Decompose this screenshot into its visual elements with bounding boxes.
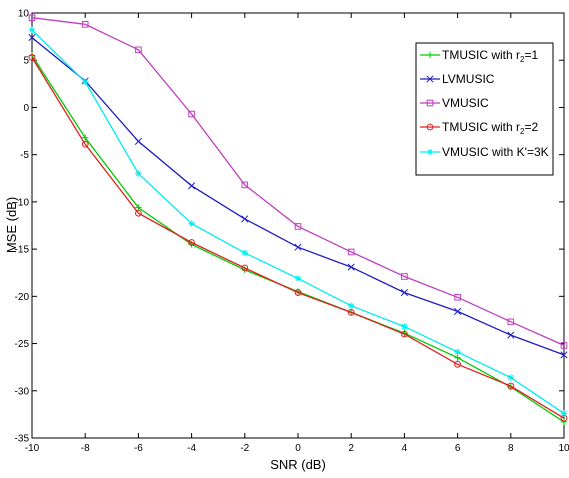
y-tick-label: -20: [15, 292, 30, 303]
data-point: [454, 348, 461, 356]
data-point: [81, 21, 89, 28]
x-axis-label: SNR (dB): [270, 457, 326, 472]
data-point: [454, 354, 461, 361]
data-point: [81, 140, 89, 148]
data-point: [135, 204, 142, 211]
series-line: [31, 57, 565, 419]
data-point: [135, 46, 142, 54]
x-tick-label: -4: [187, 443, 196, 454]
x-tick-label: 0: [295, 443, 301, 454]
data-point: [241, 249, 248, 257]
x-axis: -10 -8 -6 -4 -2 0 2 4 6 8 10: [25, 13, 569, 454]
legend-item: TMUSIC with r2=2: [420, 120, 538, 136]
legend-marker: [426, 148, 434, 156]
x-tick-label: -2: [240, 443, 249, 454]
series-2: [28, 14, 568, 349]
data-point: [401, 323, 408, 330]
data-point: [28, 14, 36, 22]
data-point: [241, 181, 249, 189]
x-tick-label: 8: [508, 443, 514, 454]
data-point: [294, 275, 302, 282]
y-axis-label: MSE (dB): [4, 197, 19, 253]
series-1: [28, 34, 568, 359]
data-point: [507, 374, 514, 381]
data-point: [82, 134, 89, 141]
legend-label: VMUSIC with K'=3K: [442, 145, 549, 159]
data-point: [135, 209, 142, 217]
legend-box: [415, 42, 554, 176]
data-point: [348, 302, 355, 309]
series-line: [31, 17, 565, 346]
series-3: [28, 53, 568, 422]
y-axis: 10 5 0 -5 -10 -15 -20 -25 -30 -35: [15, 9, 564, 445]
data-point: [188, 220, 195, 227]
x-tick-label: 6: [455, 443, 461, 454]
data-point: [28, 34, 36, 42]
data-point: [454, 293, 461, 301]
series-4: [28, 26, 568, 417]
y-tick-label: 0: [23, 103, 29, 114]
data-point: [241, 215, 249, 223]
data-point: [82, 78, 89, 86]
data-point: [560, 351, 568, 359]
data-point: [188, 182, 196, 190]
data-point: [560, 342, 568, 349]
data-point: [241, 264, 249, 272]
legend-item: LVMUSIC: [420, 72, 495, 86]
data-point: [347, 248, 355, 256]
data-point: [507, 331, 515, 339]
data-point: [560, 418, 568, 426]
data-point: [401, 330, 408, 338]
y-tick-label: 10: [18, 9, 30, 20]
data-point: [188, 239, 196, 246]
legend-label: VMUSIC: [442, 96, 489, 110]
legend-label: TMUSIC with r2=2: [442, 120, 538, 136]
data-point: [188, 110, 195, 118]
data-point: [294, 289, 302, 296]
legend-item: TMUSIC with r2=1: [420, 48, 538, 64]
data-point: [347, 308, 355, 316]
data-point: [507, 318, 515, 326]
legend-label: LVMUSIC: [442, 72, 495, 86]
legend-item: VMUSIC: [420, 96, 489, 110]
data-point: [454, 360, 462, 368]
data-point: [400, 289, 408, 297]
data-point: [134, 137, 142, 145]
x-tick-label: -6: [134, 443, 143, 454]
x-tick-label: 10: [558, 443, 569, 454]
data-point: [347, 263, 355, 271]
y-tick-label: -35: [15, 434, 30, 445]
x-tick-label: -8: [81, 443, 90, 454]
x-tick-label: 2: [348, 443, 354, 454]
data-point: [135, 170, 142, 177]
legend: TMUSIC with r2=1 LVMUSIC VMUSIC TMUSIC with…: [415, 42, 554, 176]
legend-marker: [426, 51, 434, 59]
legend-marker: [426, 123, 434, 131]
legend-item: VMUSIC with K'=3K: [420, 145, 549, 159]
legend-label: TMUSIC with r2=1: [442, 48, 538, 64]
x-tick-label: 4: [402, 443, 408, 454]
y-tick-label: 5: [23, 56, 29, 67]
series-layer: [28, 14, 568, 426]
data-point: [454, 307, 462, 315]
data-point: [560, 410, 568, 417]
legend-marker: [426, 75, 434, 83]
legend-marker: [426, 99, 434, 107]
y-tick-label: -5: [20, 150, 29, 161]
data-point: [294, 243, 302, 251]
y-tick-label: -15: [15, 245, 30, 256]
data-point: [28, 26, 36, 34]
data-point: [507, 382, 515, 390]
y-tick-label: -10: [15, 197, 30, 208]
y-tick-label: -25: [15, 339, 30, 350]
data-point: [294, 223, 302, 230]
data-point: [28, 53, 36, 61]
data-point: [401, 273, 408, 280]
y-tick-label: -30: [15, 386, 30, 397]
x-tick-label: -10: [25, 443, 40, 454]
